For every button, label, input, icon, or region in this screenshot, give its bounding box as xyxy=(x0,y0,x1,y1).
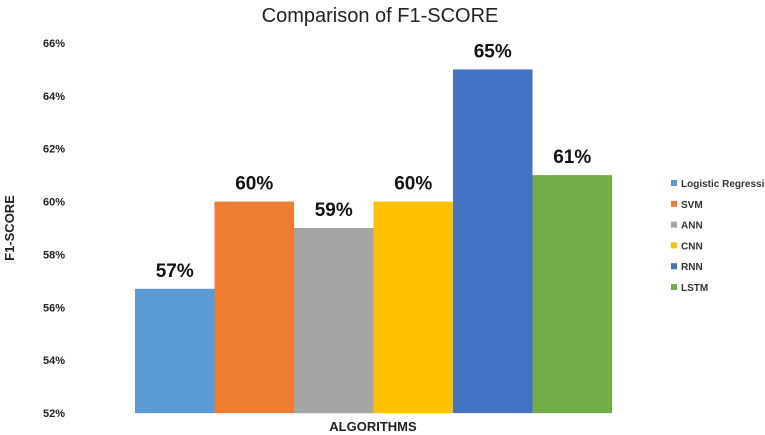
data-labels: 57% 60% 59% 60% 65% 61% xyxy=(156,41,592,281)
legend-label: ANN xyxy=(681,221,703,232)
data-label: 61% xyxy=(553,147,591,168)
bar xyxy=(532,175,612,413)
legend-swatch xyxy=(671,263,677,270)
y-tick-label: 52% xyxy=(43,408,65,420)
data-label: 65% xyxy=(474,41,512,62)
bar xyxy=(214,201,294,413)
legend-swatch xyxy=(671,221,677,228)
y-tick-label: 64% xyxy=(43,91,65,103)
legend-label: RNN xyxy=(681,262,703,273)
chart-title: Comparison of F1-SCORE xyxy=(262,5,499,27)
legend-swatch xyxy=(671,284,677,290)
legend-swatch xyxy=(671,180,677,186)
bar xyxy=(373,201,453,413)
legend-label: SVM xyxy=(681,200,703,211)
data-label: 60% xyxy=(394,174,432,195)
legend-swatch xyxy=(671,200,677,207)
y-tick-label: 66% xyxy=(43,38,65,50)
bar xyxy=(294,228,374,413)
y-tick-label: 62% xyxy=(43,144,65,156)
data-label: 60% xyxy=(235,174,273,195)
y-tick-label: 54% xyxy=(43,355,65,367)
bar xyxy=(135,288,215,413)
legend-label: CNN xyxy=(681,241,703,252)
y-axis-title: F1-SCORE xyxy=(2,195,17,261)
legend-swatch xyxy=(671,242,677,249)
y-axis-ticks: 52% 54% 56% 58% 60% 62% 64% 66% xyxy=(43,38,65,420)
x-axis-title: ALGORITHMS xyxy=(329,419,417,434)
y-tick-label: 60% xyxy=(43,197,65,209)
data-label: 57% xyxy=(156,261,194,282)
legend-label: LSTM xyxy=(681,283,708,294)
bar xyxy=(453,69,533,413)
bars xyxy=(135,69,612,413)
y-tick-label: 58% xyxy=(43,249,65,261)
legend-label: Logistic Regression xyxy=(681,179,765,190)
y-tick-label: 56% xyxy=(43,302,65,314)
data-label: 59% xyxy=(315,200,353,221)
legend: Logistic Regression SVM ANN CNN RNN LSTM xyxy=(671,179,765,294)
